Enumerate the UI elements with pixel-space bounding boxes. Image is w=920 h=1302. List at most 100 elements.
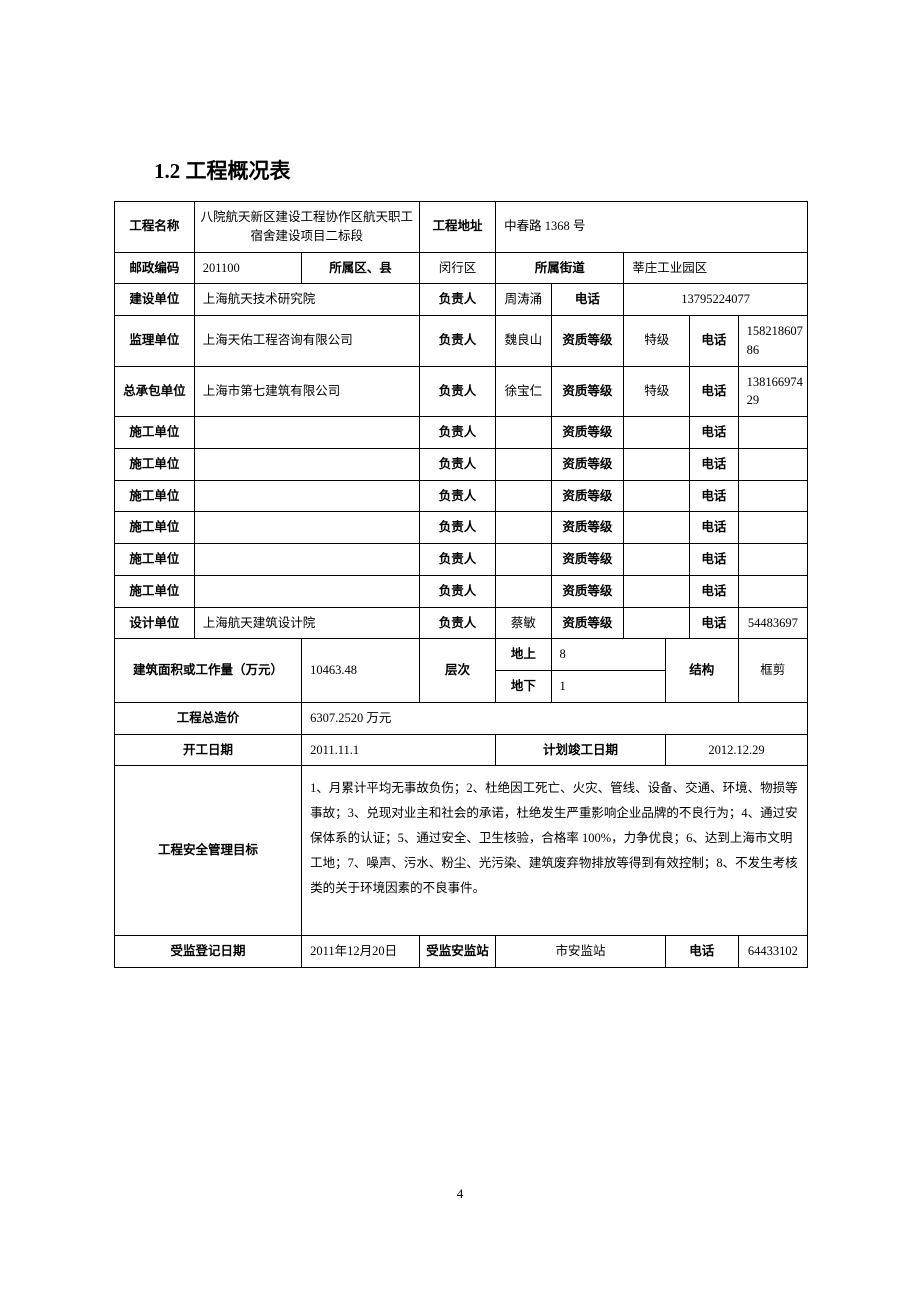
person-label: 负责人 (419, 284, 495, 316)
street-value: 莘庄工业园区 (624, 252, 808, 284)
builder-label: 施工单位 (115, 544, 195, 576)
street-label: 所属街道 (496, 252, 624, 284)
station-label: 受监安监站 (419, 936, 495, 968)
tel-label: 电话 (690, 316, 739, 367)
end-date-label: 计划竣工日期 (496, 734, 666, 766)
area-label: 建筑面积或工作量（万元） (115, 639, 302, 703)
person-value: 魏良山 (496, 316, 551, 367)
person-label: 负责人 (419, 448, 495, 480)
qual-label: 资质等级 (551, 607, 624, 639)
cost-label: 工程总造价 (115, 702, 302, 734)
page-number: 4 (0, 1186, 920, 1202)
above-value: 8 (551, 639, 665, 671)
district-label: 所属区、县 (302, 252, 420, 284)
person-label: 负责人 (419, 607, 495, 639)
project-name-label: 工程名称 (115, 202, 195, 253)
qual-value: 特级 (624, 316, 690, 367)
table-row: 监理单位 上海天佑工程咨询有限公司 负责人 魏良山 资质等级 特级 电话 158… (115, 316, 808, 367)
person-label: 负责人 (419, 575, 495, 607)
tel-value: 13795224077 (624, 284, 808, 316)
person-label: 负责人 (419, 480, 495, 512)
table-row: 工程总造价 6307.2520 万元 (115, 702, 808, 734)
start-date-value: 2011.11.1 (302, 734, 496, 766)
designer-value: 上海航天建筑设计院 (194, 607, 419, 639)
cost-value: 6307.2520 万元 (302, 702, 808, 734)
below-label: 地下 (496, 671, 551, 703)
builder-label: 施工单位 (115, 512, 195, 544)
owner-value: 上海航天技术研究院 (194, 284, 419, 316)
tel-label: 电话 (690, 417, 739, 449)
builder-label: 施工单位 (115, 448, 195, 480)
qual-label: 资质等级 (551, 512, 624, 544)
table-row: 施工单位负责人资质等级电话 (115, 448, 808, 480)
section-title: 1.2 工程概况表 (154, 155, 808, 185)
person-label: 负责人 (419, 544, 495, 576)
contractor-value: 上海市第七建筑有限公司 (194, 366, 419, 417)
table-row: 建筑面积或工作量（万元） 10463.48 层次 地上 8 结构 框剪 (115, 639, 808, 671)
table-row: 建设单位 上海航天技术研究院 负责人 周涛涌 电话 13795224077 (115, 284, 808, 316)
qual-value: 特级 (624, 366, 690, 417)
tel-value: 15821860786 (738, 316, 807, 367)
designer-label: 设计单位 (115, 607, 195, 639)
qual-label: 资质等级 (551, 417, 624, 449)
supervisor-value: 上海天佑工程咨询有限公司 (194, 316, 419, 367)
end-date-value: 2012.12.29 (665, 734, 807, 766)
tel-label: 电话 (551, 284, 624, 316)
table-row: 开工日期 2011.11.1 计划竣工日期 2012.12.29 (115, 734, 808, 766)
qual-label: 资质等级 (551, 544, 624, 576)
tel-label: 电话 (690, 512, 739, 544)
table-row: 施工单位 负责人 资质等级 电话 (115, 512, 808, 544)
tel-value: 64433102 (738, 936, 807, 968)
project-name-value: 八院航天新区建设工程协作区航天职工宿舍建设项目二标段 (194, 202, 419, 253)
tel-label: 电话 (690, 607, 739, 639)
builder-label: 施工单位 (115, 417, 195, 449)
above-label: 地上 (496, 639, 551, 671)
qual-label: 资质等级 (551, 575, 624, 607)
table-row: 施工单位 负责人 资质等级 电话 (115, 575, 808, 607)
station-value: 市安监站 (496, 936, 666, 968)
table-row: 设计单位 上海航天建筑设计院 负责人 蔡敏 资质等级 电话 54483697 (115, 607, 808, 639)
tel-value: 54483697 (738, 607, 807, 639)
table-row: 施工单位负责人资质等级电话 (115, 544, 808, 576)
qual-label: 资质等级 (551, 366, 624, 417)
structure-value: 框剪 (738, 639, 807, 703)
reg-date-value: 2011年12月20日 (302, 936, 420, 968)
start-date-label: 开工日期 (115, 734, 302, 766)
person-value: 蔡敏 (496, 607, 551, 639)
project-address-value: 中春路 1368 号 (496, 202, 808, 253)
safety-goal-value: 1、月累计平均无事故负伤；2、杜绝因工死亡、火灾、管线、设备、交通、环境、物损等… (302, 766, 808, 936)
district-value: 闵行区 (419, 252, 495, 284)
person-label: 负责人 (419, 512, 495, 544)
builder-label: 施工单位 (115, 480, 195, 512)
person-label: 负责人 (419, 316, 495, 367)
table-row: 邮政编码 201100 所属区、县 闵行区 所属街道 莘庄工业园区 (115, 252, 808, 284)
below-value: 1 (551, 671, 665, 703)
table-row: 总承包单位 上海市第七建筑有限公司 负责人 徐宝仁 资质等级 特级 电话 138… (115, 366, 808, 417)
supervisor-label: 监理单位 (115, 316, 195, 367)
tel-value: 13816697429 (738, 366, 807, 417)
person-value: 周涛涌 (496, 284, 551, 316)
postcode-value: 201100 (194, 252, 301, 284)
project-overview-table: 工程名称 八院航天新区建设工程协作区航天职工宿舍建设项目二标段 工程地址 中春路… (114, 201, 808, 968)
tel-label: 电话 (690, 448, 739, 480)
qual-label: 资质等级 (551, 316, 624, 367)
builder-label: 施工单位 (115, 575, 195, 607)
reg-date-label: 受监登记日期 (115, 936, 302, 968)
person-label: 负责人 (419, 366, 495, 417)
postcode-label: 邮政编码 (115, 252, 195, 284)
safety-goal-label: 工程安全管理目标 (115, 766, 302, 936)
table-row: 施工单位 负责人 资质等级 电话 (115, 417, 808, 449)
tel-label: 电话 (690, 575, 739, 607)
person-label: 负责人 (419, 417, 495, 449)
table-row: 施工单位 负责人 资质等级 电话 (115, 480, 808, 512)
table-row: 工程安全管理目标 1、月累计平均无事故负伤；2、杜绝因工死亡、火灾、管线、设备、… (115, 766, 808, 936)
floor-label: 层次 (419, 639, 495, 703)
tel-label: 电话 (665, 936, 738, 968)
project-address-label: 工程地址 (419, 202, 495, 253)
qual-label: 资质等级 (551, 480, 624, 512)
contractor-label: 总承包单位 (115, 366, 195, 417)
table-row: 工程名称 八院航天新区建设工程协作区航天职工宿舍建设项目二标段 工程地址 中春路… (115, 202, 808, 253)
owner-label: 建设单位 (115, 284, 195, 316)
tel-label: 电话 (690, 480, 739, 512)
structure-label: 结构 (665, 639, 738, 703)
